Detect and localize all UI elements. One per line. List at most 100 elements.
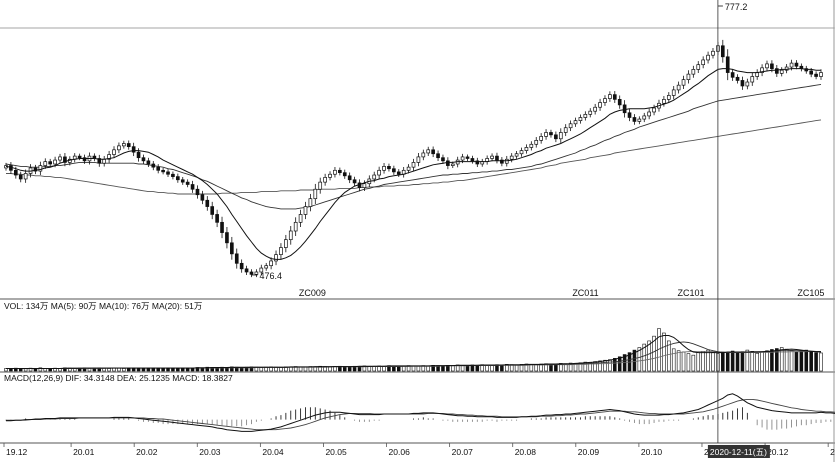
volume-bar [259,367,264,372]
candle-body [33,167,38,172]
date-tick-label: 20.09 [578,447,600,457]
volume-bar [161,368,165,372]
volume-bar [730,350,735,372]
candle-body [200,194,205,201]
date-tick-label: 20.10 [641,447,663,457]
cursor-date-box [707,445,770,458]
candle-body [254,271,259,275]
candle-body [406,166,411,171]
candle-body [696,64,701,70]
candle-body [666,95,671,100]
volume-bar [745,349,750,372]
volume-indicator-title: VOL: 134万 MA(5): 90万 MA(10): 76万 MA(20):… [4,301,202,311]
candle-body [264,265,269,269]
candle-body [411,162,416,168]
volume-bar [176,368,180,372]
candle-body [190,184,195,190]
volume-bar [662,332,666,372]
volume-bar [9,368,13,372]
volume-bar [637,347,642,372]
volume-bar [48,368,52,372]
candle-body [107,154,111,160]
volume-bar [642,343,647,372]
candle-body [544,132,548,137]
candle-body [328,173,332,178]
candle-body [210,206,215,215]
candle-body [230,242,234,255]
candle-body [377,169,381,176]
volume-bar [794,351,799,372]
volume-bar [784,348,789,372]
candle-body [460,156,465,161]
volume-bar [613,358,617,372]
candle-body [441,157,445,162]
candle-body [765,63,769,69]
high-price-label: 777.2 [725,2,748,12]
candle-body [706,54,710,61]
candle-body [627,112,632,118]
macd-dif-line [6,393,835,432]
volume-bar [38,367,43,372]
candle-body [794,62,799,67]
volume-panel [4,328,823,372]
candle-body [475,160,480,165]
volume-bar [671,348,676,372]
candle-body [603,98,607,103]
candle-body [352,179,357,184]
date-tick-label: 20.05 [325,447,347,457]
volume-bar [706,349,710,372]
ma-long-line [6,119,822,195]
candle-body [161,169,165,173]
volume-bar [122,368,126,372]
candle-body [131,146,136,153]
volume-bar [568,362,573,372]
candle-body [725,56,730,73]
volume-bar [617,356,622,372]
candle-body [662,99,666,104]
candle-body [465,156,470,159]
volume-bar [750,351,755,372]
volume-bar [451,365,455,372]
candle-body [593,106,597,112]
candle-body [293,221,298,232]
candle-body [274,254,278,262]
contract-label: ZC011 [572,288,598,298]
volume-bar [760,351,764,372]
candle-body [622,104,627,114]
volume-bar [465,365,470,372]
candle-body [323,177,327,183]
volume-bar [735,352,740,372]
volume-bar [725,352,730,372]
candle-body [745,81,750,87]
candle-body [112,149,116,155]
volume-bar [534,364,539,372]
candle-body [269,260,273,267]
candle-body [779,69,784,74]
candle-body [225,232,229,244]
volume-bar [441,365,445,372]
date-tick-label: 19.12 [6,447,28,457]
candle-body [82,157,87,162]
candle-body [676,84,681,91]
macd-indicator-title: MACD(12,26,9) DIF: 34.3148 DEA: 25.1235 … [4,373,233,383]
date-tick-label: 20.03 [199,447,221,457]
candle-body [529,143,534,148]
volume-bar [814,352,818,372]
volume-bar [676,350,681,372]
candle-body [755,72,759,77]
candle-body [514,153,519,157]
candle-body [288,230,293,241]
candle-body [789,62,794,68]
candle-body [534,140,539,145]
candle-body [770,63,774,69]
candle-body [426,149,431,154]
candle-body [416,156,421,163]
candle-body [509,155,514,160]
candle-body [558,132,563,140]
candle-body [760,67,764,73]
candle-body [814,73,818,77]
candle-body [333,169,337,175]
volume-bar [789,350,794,372]
candle-body [362,183,367,188]
